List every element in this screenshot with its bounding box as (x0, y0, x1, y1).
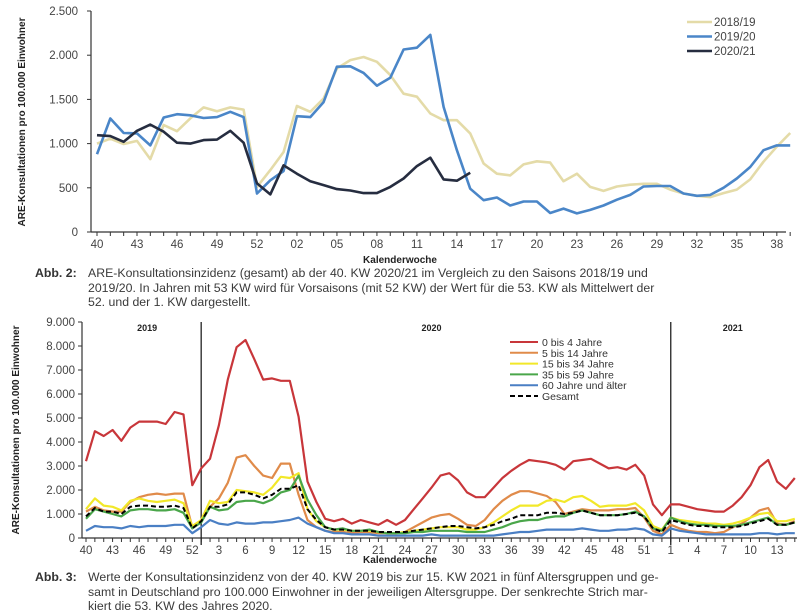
y-tick-label: 1.000 (49, 139, 78, 151)
y-tick-label: 4.000 (46, 437, 75, 449)
figure-3-label: Abb. 3: (35, 570, 77, 584)
chart1-x-axis-title: Kalenderwoche (363, 255, 437, 266)
series-line-5-bis-14-jahre (85, 454, 796, 536)
x-tick-label: 02 (291, 239, 304, 251)
y-tick-label: 2.500 (49, 6, 78, 18)
x-tick-label: 11 (411, 239, 423, 251)
y-tick-label: 2.000 (49, 50, 78, 62)
legend-label: 0 bis 4 Jahre (542, 337, 602, 349)
series-line-15-bis-34-jahre (85, 472, 796, 535)
legend-label: 2019/20 (714, 32, 756, 44)
y-axis-title: ARE-Konsultationen pro 100.000 Einwohner (17, 17, 28, 226)
y-tick-label: 8.000 (46, 341, 75, 353)
x-tick-label: 10 (744, 545, 757, 557)
y-tick-label: 7.000 (46, 365, 75, 377)
x-tick-label: 3 (216, 545, 222, 557)
x-tick-label: 14 (451, 239, 464, 251)
series-line-35-bis-59-jahre (85, 474, 796, 535)
year-label: 2019 (137, 323, 157, 333)
x-tick-label: 43 (131, 239, 144, 251)
series-line-2020-21 (96, 123, 471, 196)
x-tick-label: 26 (610, 239, 623, 251)
x-tick-label: 43 (106, 545, 119, 557)
legend-label: 2018/19 (714, 17, 756, 29)
x-tick-label: 05 (331, 239, 344, 251)
x-tick-label: 33 (478, 545, 491, 557)
x-tick-label: 38 (770, 239, 783, 251)
caption-line: 2019/20. In Jahren mit 53 KW wird für Vo… (88, 280, 655, 295)
x-tick-label: 35 (730, 239, 743, 251)
x-tick-label: 1 (668, 545, 674, 557)
y-tick-label: 0 (69, 533, 75, 545)
x-tick-label: 39 (531, 545, 544, 557)
series-line-0-bis-4-jahre (84, 338, 796, 526)
chart-are-incidence-seasons: 0 500 1.000 1.500 2.000 2.500 40 43 46 49 52 02 05 08… (17, 6, 792, 251)
x-tick-label: 23 (570, 239, 583, 251)
x-tick-label: 45 (585, 545, 598, 557)
x-tick-label: 9 (269, 545, 275, 557)
x-tick-label: 36 (505, 545, 518, 557)
x-tick-label: 4 (694, 545, 701, 557)
x-tick-label: 7 (721, 545, 727, 557)
x-tick-label: 40 (80, 545, 93, 557)
caption-line: ARE-Konsultationsinzidenz (gesamt) ab de… (88, 266, 648, 280)
x-tick-label: 30 (452, 545, 465, 557)
x-tick-label: 52 (251, 239, 264, 251)
x-tick-label: 6 (242, 545, 248, 557)
x-tick-label: 29 (650, 239, 663, 251)
series-line-gesamt (85, 484, 796, 533)
x-tick-label: 32 (690, 239, 703, 251)
y-tick-label: 6.000 (46, 389, 75, 401)
x-tick-label: 51 (638, 545, 651, 557)
x-tick-label: 17 (491, 239, 504, 251)
chart2-x-axis-title: Kalenderwoche (363, 555, 437, 566)
figure-2-label: Abb. 2: (35, 266, 77, 280)
y-tick-label: 0 (72, 227, 78, 239)
y-tick-label: 5.000 (46, 413, 75, 425)
y-tick-label: 2.000 (46, 485, 75, 497)
y-tick-label: 1.000 (46, 509, 75, 521)
y-tick-label: 3.000 (46, 461, 75, 473)
x-tick-label: 40 (91, 239, 104, 251)
x-tick-label: 46 (171, 239, 184, 251)
series-line-2018-19 (96, 55, 792, 199)
y-axis-title: ARE-Konsultationen pro 100.000 Einwohner (11, 325, 22, 534)
series-line-60-jahre-und-lter (85, 516, 795, 537)
legend-label: 35 bis 59 Jahre (542, 369, 614, 381)
caption-line: samt in Deutschland pro 100.000 Einwohne… (88, 584, 648, 599)
x-tick-label: 13 (771, 545, 784, 557)
y-tick-label: 9.000 (46, 317, 75, 329)
caption-line: Werte der Konsultationsinzidenz von der … (88, 570, 659, 584)
series-line-2019-20 (95, 33, 791, 215)
x-tick-label: 42 (558, 545, 571, 557)
y-tick-label: 1.500 (49, 94, 78, 106)
x-tick-label: 18 (345, 545, 358, 557)
legend-label: 2020/21 (714, 46, 756, 58)
legend-label: Gesamt (542, 391, 579, 403)
caption-line: 52. und der 1. KW dargestellt. (88, 295, 251, 310)
year-label: 2021 (723, 323, 743, 333)
legend-label: 15 bis 34 Jahre (542, 359, 614, 371)
x-tick-label: 15 (319, 545, 332, 557)
y-tick-label: 500 (59, 183, 78, 195)
x-tick-label: 08 (371, 239, 384, 251)
figure-3-caption: Abb. 3: Werte der Konsultationsinzidenz … (35, 570, 795, 614)
caption-line: kiert die 53. KW des Jahres 2020. (88, 599, 273, 614)
legend-label: 60 Jahre und älter (542, 380, 627, 392)
x-tick-label: 12 (292, 545, 305, 557)
x-tick-label: 49 (211, 239, 224, 251)
x-tick-label: 20 (530, 239, 543, 251)
year-label: 2020 (422, 323, 442, 333)
x-tick-label: 48 (611, 545, 624, 557)
x-tick-label: 52 (186, 545, 199, 557)
x-tick-label: 49 (159, 545, 172, 557)
legend-label: 5 bis 14 Jahre (542, 348, 608, 360)
figure-2-caption: Abb. 2: ARE-Konsultationsinzidenz (gesam… (35, 266, 795, 310)
x-tick-label: 46 (133, 545, 146, 557)
